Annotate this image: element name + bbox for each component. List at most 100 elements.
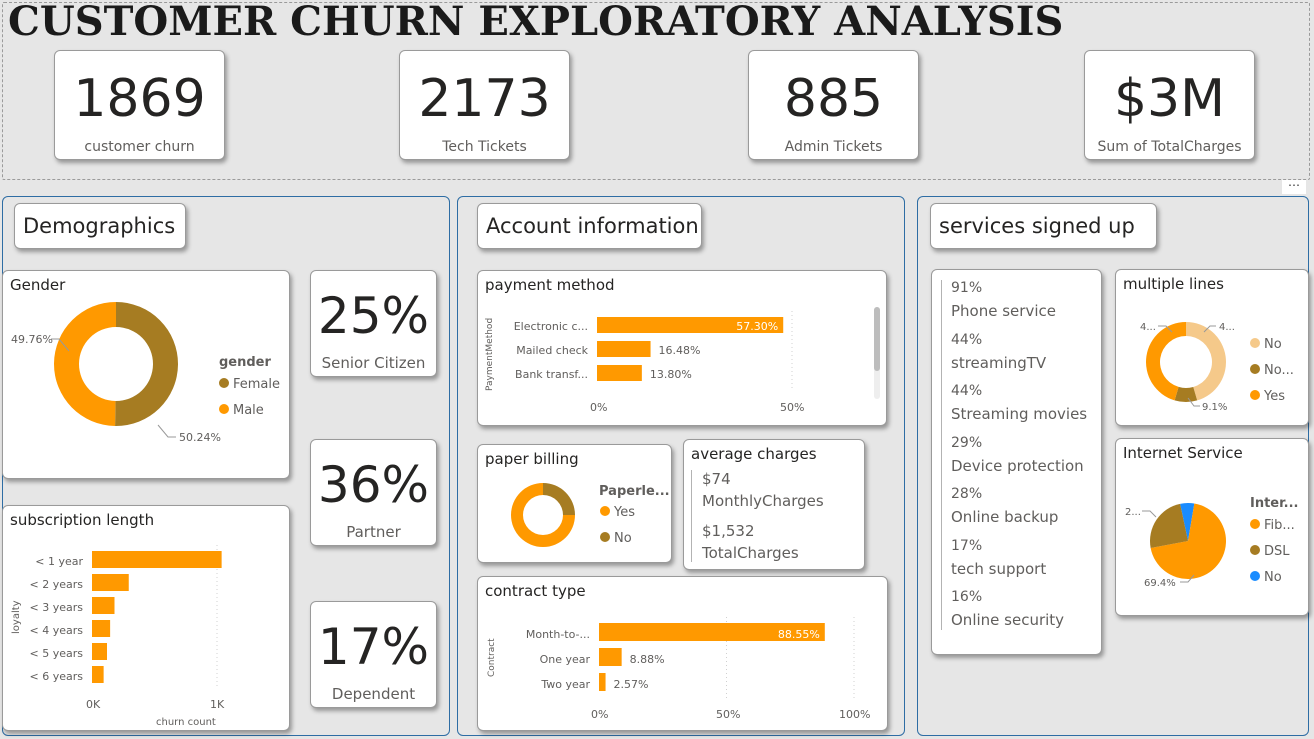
legend-label: DSL xyxy=(1264,544,1290,559)
legend-swatch-no xyxy=(1250,338,1260,348)
chart-title: Internet Service xyxy=(1123,444,1243,462)
divider xyxy=(691,470,692,562)
service-label: Phone service xyxy=(951,302,1056,320)
legend-title: Paperle... xyxy=(599,484,670,499)
service-label: Online backup xyxy=(951,508,1059,526)
internet-service-slice-1 xyxy=(1150,503,1226,579)
payment-data-label: 16.48% xyxy=(659,344,701,357)
subscription-category-label: < 1 year xyxy=(35,555,83,568)
service-label: streamingTV xyxy=(951,353,1047,372)
service-percent: 91% xyxy=(951,280,983,296)
payment-category-label: Electronic c... xyxy=(514,320,588,333)
legend-label: Yes xyxy=(1263,389,1285,404)
payment-method-card[interactable]: payment method Electronic c... 57.30% Mail… xyxy=(477,270,887,426)
subscription-bar xyxy=(92,666,104,683)
dependent-card[interactable]: 17% Dependent xyxy=(310,601,437,708)
legend-label: Yes xyxy=(613,505,635,520)
divider xyxy=(941,280,942,630)
legend-swatch-female xyxy=(219,378,229,388)
x-tick: 0K xyxy=(86,698,101,711)
kpi-label: Partner xyxy=(346,523,401,541)
legend-title: Inter... xyxy=(1250,496,1299,511)
senior-citizen-card[interactable]: 25% Senior Citizen xyxy=(310,270,437,377)
data-label: 69.4% xyxy=(1144,578,1176,589)
kpi-value: 36% xyxy=(317,456,430,514)
subscription-bar xyxy=(92,597,115,614)
scrollbar-thumb xyxy=(874,307,880,371)
y-axis-label: loyalty xyxy=(11,600,22,634)
contract-category-label: Month-to-... xyxy=(526,628,590,641)
kpi-total-charges[interactable]: $3M Sum of TotalCharges xyxy=(1084,50,1255,160)
leader-line xyxy=(1187,397,1200,407)
subscription-category-label: < 5 years xyxy=(30,647,84,660)
contract-category-label: Two year xyxy=(540,678,590,691)
legend-swatch-dsl xyxy=(1250,545,1260,555)
x-tick: 1K xyxy=(210,698,225,711)
legend-swatch-no-phone xyxy=(1250,364,1260,374)
contract-bar xyxy=(599,623,825,641)
subscription-bar xyxy=(92,620,111,637)
total-charges-value: $1,532 xyxy=(702,522,755,540)
multiple-lines-chart: 4... 4... 9.1% No No... Yes xyxy=(1140,322,1294,413)
average-charges-card[interactable]: average charges $74 MonthlyCharges $1,53… xyxy=(683,439,865,570)
multiple-lines-slice-0 xyxy=(1186,322,1226,401)
multiple-lines-slice-1 xyxy=(1174,386,1198,402)
legend-title: gender xyxy=(219,355,272,370)
legend-label: Female xyxy=(233,377,280,392)
services-list-card[interactable]: 91% Phone service 44% streamingTV 44% Streami… xyxy=(931,269,1102,655)
kpi-label: Sum of TotalCharges xyxy=(1097,139,1242,155)
legend-swatch-male xyxy=(219,404,229,414)
internet-service-chart: 2... 69.4% Inter... Fib... DSL No xyxy=(1125,496,1299,589)
legend-swatch-fiber xyxy=(1250,519,1260,529)
kpi-label: Senior Citizen xyxy=(321,354,426,372)
multiple-lines-card[interactable]: multiple lines 4... 4... 9.1% No No... Y… xyxy=(1115,269,1309,426)
contract-type-card[interactable]: contract type Month-to-... 88.55% One year… xyxy=(477,576,888,731)
data-label: 9.1% xyxy=(1202,402,1227,413)
subscription-category-label: < 2 years xyxy=(30,578,84,591)
service-label: Device protection xyxy=(951,456,1084,475)
account-header: Account information xyxy=(477,203,702,249)
leader-line xyxy=(157,424,176,438)
x-axis-label: churn count xyxy=(156,717,216,728)
data-label: 4... xyxy=(1219,322,1235,333)
chart-title: Gender xyxy=(10,276,66,294)
legend-label: No... xyxy=(1264,363,1294,378)
gender-chart-card[interactable]: Gender 49.76% 50.24% gender Female Male xyxy=(2,270,290,479)
kpi-tech-tickets[interactable]: 2173 Tech Tickets xyxy=(399,50,570,160)
dashboard-title: CUSTOMER CHURN EXPLORATORY ANALYSIS xyxy=(8,0,1064,45)
leader-line xyxy=(1203,325,1216,333)
service-label: Streaming movies xyxy=(951,405,1088,423)
data-label: 4... xyxy=(1140,322,1156,333)
chart-title: contract type xyxy=(485,582,586,600)
internet-service-slice-0 xyxy=(1180,503,1195,541)
subscription-length-card[interactable]: subscription length < 1 year < 2 years < 3… xyxy=(2,505,290,731)
service-percent: 29% xyxy=(951,434,983,451)
multiple-lines-slice-2 xyxy=(1146,322,1186,401)
kpi-label: customer churn xyxy=(84,139,195,155)
paper-billing-card[interactable]: paper billing Paperle... Yes No xyxy=(477,444,672,563)
payment-method-chart: Electronic c... 57.30% Mailed check 16.48% B… xyxy=(485,307,880,414)
monthly-charges-value: $74 xyxy=(702,470,731,488)
contract-category-label: One year xyxy=(540,653,591,666)
payment-category-label: Mailed check xyxy=(516,344,588,357)
subscription-bar xyxy=(92,551,222,568)
x-tick: 50% xyxy=(780,401,804,414)
legend-swatch-yes xyxy=(1250,390,1260,400)
legend-swatch-yes xyxy=(600,506,610,516)
partner-card[interactable]: 36% Partner xyxy=(310,439,437,546)
x-tick: 0% xyxy=(591,708,608,721)
subscription-bar xyxy=(92,643,107,660)
legend-label: No xyxy=(1264,570,1282,585)
payment-data-label: 13.80% xyxy=(650,368,692,381)
internet-service-card[interactable]: Internet Service 2... 69.4% Inter... Fib… xyxy=(1115,438,1309,616)
payment-bar xyxy=(597,317,784,333)
data-label: 50.24% xyxy=(179,431,221,444)
kpi-customer-churn[interactable]: 1869 customer churn xyxy=(54,50,225,160)
kpi-label: Dependent xyxy=(331,685,416,703)
leader-line xyxy=(1142,510,1157,518)
kpi-admin-tickets[interactable]: 885 Admin Tickets xyxy=(748,50,919,160)
service-percent: 17% xyxy=(951,537,983,554)
contract-bar xyxy=(599,673,606,691)
more-options-icon[interactable]: ⋯ xyxy=(1282,179,1306,194)
paper-billing-slice-1 xyxy=(511,483,575,547)
